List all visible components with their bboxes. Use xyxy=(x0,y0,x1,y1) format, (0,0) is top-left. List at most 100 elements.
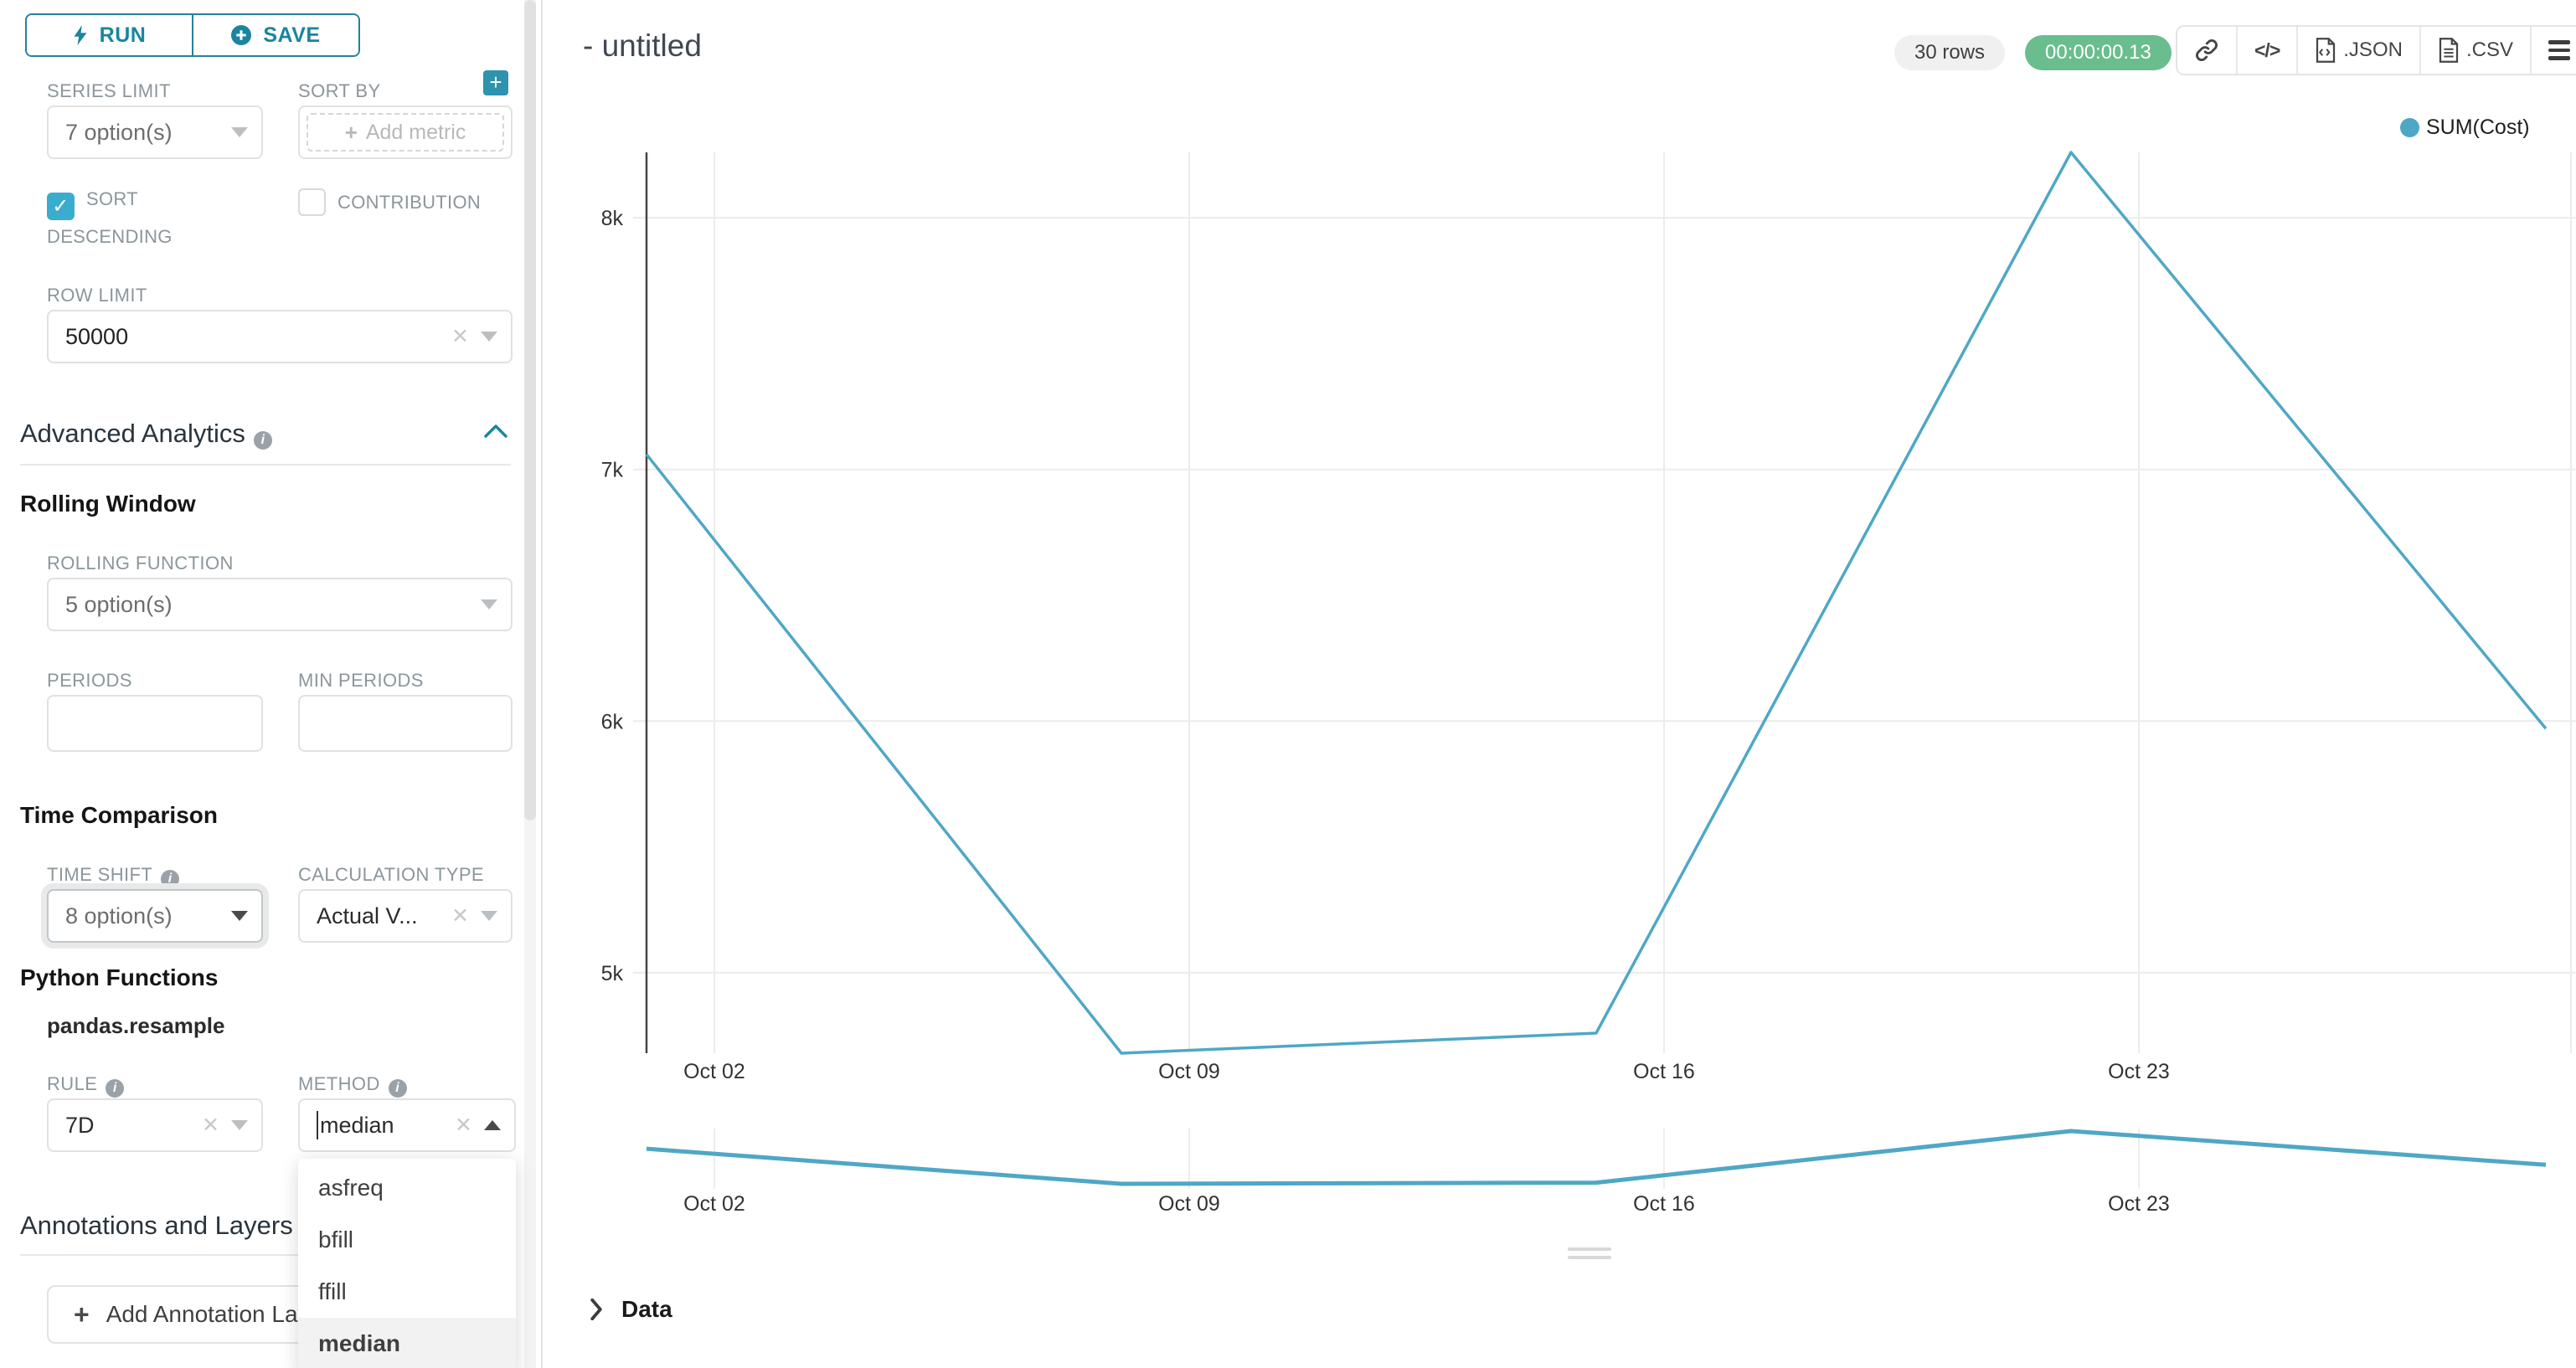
add-metric-plus-button[interactable]: + xyxy=(483,70,508,95)
time-shift-select[interactable]: 8 option(s) xyxy=(47,889,263,943)
legend-label: SUM(Cost) xyxy=(2426,116,2530,139)
sort-by-control[interactable]: + Add metric xyxy=(298,105,513,159)
export-csv-button[interactable]: .CSV xyxy=(2419,27,2530,74)
method-select[interactable]: median ✕ xyxy=(298,1098,516,1152)
view-query-button[interactable]: </> xyxy=(2236,27,2296,74)
chevron-down-icon xyxy=(231,911,248,921)
method-option-median[interactable]: median xyxy=(298,1318,516,1368)
info-icon: i xyxy=(106,1079,125,1098)
legend-item-sum-cost[interactable]: SUM(Cost) xyxy=(2400,116,2530,140)
plus-icon: + xyxy=(74,1299,90,1329)
chevron-right-icon xyxy=(590,1299,602,1320)
advanced-analytics-header[interactable]: Advanced Analytics i xyxy=(20,419,272,450)
svg-text:Oct 09: Oct 09 xyxy=(1158,1192,1220,1216)
min-periods-label: MIN PERIODS xyxy=(298,670,424,691)
main-plot: 5k 6k 7k 8k Oct 02 Oct 09 Oct 16 Oct 23 xyxy=(601,151,2576,1083)
splitter-handle[interactable] xyxy=(1568,1247,1611,1251)
svg-text:Oct 16: Oct 16 xyxy=(1633,1192,1695,1216)
clear-icon[interactable]: ✕ xyxy=(451,325,469,348)
method-option-bfill[interactable]: bfill xyxy=(318,1227,354,1252)
svg-text:Oct 23: Oct 23 xyxy=(2108,1060,2170,1083)
info-icon: i xyxy=(253,431,272,450)
annotations-layers-header: Annotations and Layers xyxy=(20,1211,293,1240)
link-icon xyxy=(2196,39,2218,61)
chevron-up-icon[interactable] xyxy=(484,424,507,439)
query-timer-badge: 00:00:00.13 xyxy=(2025,35,2172,70)
chevron-down-icon xyxy=(481,332,497,342)
text-cursor xyxy=(317,1111,318,1139)
svg-text:7k: 7k xyxy=(601,459,624,482)
time-shift-label: TIME SHIFT i xyxy=(47,864,180,888)
calculation-type-select[interactable]: Actual V... ✕ xyxy=(298,889,513,943)
contribution-checkbox[interactable]: CONTRIBUTION xyxy=(298,186,533,219)
svg-text:Oct 23: Oct 23 xyxy=(2108,1192,2170,1216)
code-icon: </> xyxy=(2254,39,2280,61)
pandas-resample-label: pandas.resample xyxy=(47,1013,225,1038)
lightning-icon xyxy=(74,25,87,45)
chevron-up-icon xyxy=(484,1120,501,1130)
save-button[interactable]: SAVE xyxy=(192,15,358,55)
checkbox-checked-icon: ✓ xyxy=(47,193,75,220)
export-json-button[interactable]: .JSON xyxy=(2296,27,2419,74)
svg-text:Oct 16: Oct 16 xyxy=(1633,1060,1695,1083)
series-limit-select[interactable]: 7 option(s) xyxy=(47,105,263,159)
checkbox-unchecked-icon xyxy=(298,188,326,216)
time-comparison-header: Time Comparison xyxy=(20,802,218,828)
svg-text:6k: 6k xyxy=(601,710,624,733)
add-metric-dropzone[interactable]: + Add metric xyxy=(307,113,504,152)
method-label: METHOD i xyxy=(298,1073,407,1098)
svg-text:Oct 02: Oct 02 xyxy=(683,1192,745,1216)
rows-count-badge: 30 rows xyxy=(1894,35,2006,70)
chart-menu-button[interactable] xyxy=(2529,27,2576,74)
csv-file-icon xyxy=(2439,38,2459,63)
clear-icon[interactable]: ✕ xyxy=(202,1113,219,1137)
control-panel: RUN SAVE SERIES LIMIT SORT BY + 7 option… xyxy=(0,0,543,1368)
calculation-type-label: CALCULATION TYPE xyxy=(298,864,484,885)
preview-strip: Oct 02 Oct 09 Oct 16 Oct 23 xyxy=(646,1129,2547,1216)
series-limit-label: SERIES LIMIT xyxy=(47,80,171,101)
run-button[interactable]: RUN xyxy=(27,15,192,55)
sort-descending-checkbox[interactable]: ✓ SORT DESCENDING xyxy=(47,188,173,247)
data-panel-title: Data xyxy=(621,1296,672,1322)
info-icon: i xyxy=(388,1079,407,1098)
plus-icon: + xyxy=(344,119,358,145)
clear-icon[interactable]: ✕ xyxy=(455,1113,472,1137)
info-icon: i xyxy=(161,870,180,888)
sort-by-label: SORT BY xyxy=(298,80,381,101)
rolling-function-label: ROLLING FUNCTION xyxy=(47,553,234,573)
splitter-handle[interactable] xyxy=(1568,1256,1611,1259)
export-json-label: .JSON xyxy=(2343,39,2403,61)
section-divider xyxy=(20,464,511,465)
legend-dot xyxy=(2400,118,2419,137)
svg-text:5k: 5k xyxy=(601,962,624,985)
run-save-button-group: RUN SAVE xyxy=(25,13,360,57)
method-dropdown: asfreq bfill ffill median xyxy=(298,1159,516,1368)
chevron-down-icon xyxy=(231,1120,248,1130)
share-link-button[interactable] xyxy=(2177,27,2236,74)
min-periods-input[interactable] xyxy=(298,695,513,752)
data-panel-toggle[interactable]: Data xyxy=(590,1296,672,1323)
python-functions-header: Python Functions xyxy=(20,964,219,990)
rule-label: RULE i xyxy=(47,1073,125,1098)
chart-title[interactable]: - untitled xyxy=(583,28,702,63)
svg-text:Oct 02: Oct 02 xyxy=(683,1060,745,1083)
export-csv-label: .CSV xyxy=(2465,39,2513,61)
periods-label: PERIODS xyxy=(47,670,132,691)
rule-select[interactable]: 7D ✕ xyxy=(47,1098,263,1152)
chevron-down-icon xyxy=(481,911,497,921)
section-divider xyxy=(20,1254,511,1256)
clear-icon[interactable]: ✕ xyxy=(451,904,469,928)
chevron-down-icon xyxy=(231,127,248,137)
method-option-ffill[interactable]: ffill xyxy=(318,1278,347,1304)
hamburger-icon xyxy=(2548,40,2570,60)
method-option-asfreq[interactable]: asfreq xyxy=(318,1175,384,1201)
periods-input[interactable] xyxy=(47,695,263,752)
sidebar-scrollbar-thumb[interactable] xyxy=(524,0,536,820)
panel-divider xyxy=(541,0,543,1368)
rolling-window-header: Rolling Window xyxy=(20,491,196,517)
rolling-function-select[interactable]: 5 option(s) xyxy=(47,578,513,631)
export-toolbar: </> .JSON .CSV xyxy=(2176,25,2576,75)
row-limit-select[interactable]: 50000 ✕ xyxy=(47,310,513,363)
chevron-down-icon xyxy=(481,599,497,609)
